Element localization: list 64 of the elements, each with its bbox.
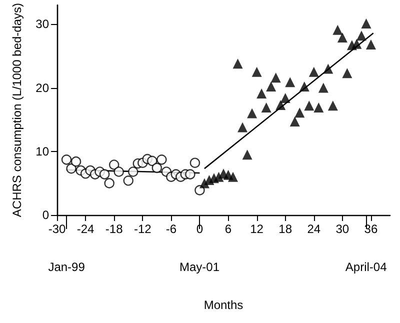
x-tick-label: 24 [307,222,321,236]
y-axis-title: ACHRS consumption (L/1000 bed-days) [10,2,24,218]
x-tick-label: 30 [336,222,350,236]
point [108,160,120,170]
point [308,66,319,77]
point [304,100,314,111]
point [190,158,200,168]
point [247,108,258,118]
point [314,102,324,113]
x-tick-label: 18 [278,222,292,236]
point [299,82,310,92]
point [361,18,372,29]
point [332,24,343,35]
x-tick-label: -12 [134,222,152,236]
point [242,150,252,160]
point [318,82,328,93]
point [252,66,262,77]
x-tick-label: 36 [364,222,378,236]
point [280,92,290,103]
point [185,169,196,180]
point [266,82,276,92]
y-tick-label: 30 [36,17,50,32]
x-tick-label: -18 [105,222,124,236]
point [99,169,110,180]
point [328,100,338,111]
point [128,166,138,177]
point [70,156,82,167]
x-tick-label: -24 [76,222,95,236]
y-tick-label: 10 [36,144,50,158]
point [114,166,124,177]
point [232,58,243,69]
point [256,88,267,99]
point [261,102,272,113]
point [356,30,366,41]
point [366,40,376,50]
x-tick-label: 12 [250,222,264,236]
point [104,178,114,188]
x-tick-label: -6 [166,222,177,236]
point [294,108,305,118]
point [194,185,205,196]
y-tick-label: 0 [42,208,50,222]
point [152,162,162,174]
point [337,32,348,43]
x2-tick-label: May-01 [180,260,220,274]
point [323,64,334,74]
point [352,38,362,49]
x-axis-title: Months [204,298,244,312]
point [276,100,286,110]
point [61,154,72,165]
point [228,172,238,182]
x2-tick-label: Jan-99 [48,260,86,274]
point [270,72,281,83]
y-tick-label: 20 [36,80,50,95]
x-tick-label: -30 [48,222,66,236]
x2-tick-label: April-04 [345,260,388,274]
point [156,154,167,165]
x-tick-label: 6 [224,222,232,236]
point [238,122,248,132]
point [342,68,352,78]
point [290,116,300,126]
point [66,163,76,174]
point [123,176,134,186]
point [147,156,158,166]
point [285,77,296,88]
